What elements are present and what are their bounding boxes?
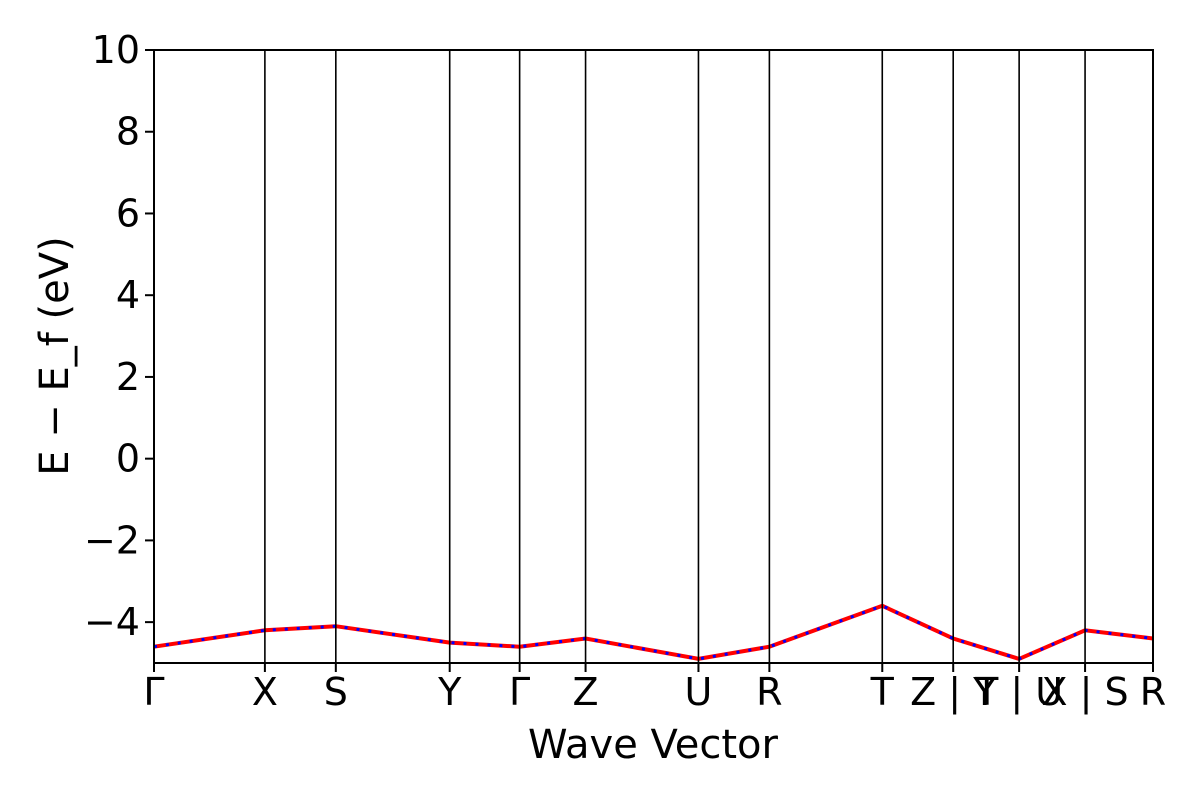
x-tick-label: R	[1140, 670, 1166, 714]
x-tick-label: S	[324, 670, 348, 714]
x-tick-label: T	[870, 670, 895, 714]
plot-frame	[153, 49, 1154, 664]
y-tick-label: 10	[92, 28, 140, 72]
x-tick-label: T | U	[974, 670, 1063, 715]
x-tick-label: Z	[573, 670, 599, 714]
y-axis-ticks: −4 −2 0 2 4 6 8 10	[84, 28, 154, 644]
y-tick-label: −2	[84, 518, 140, 562]
y-tick-label: −4	[84, 600, 140, 644]
y-tick-label: 4	[116, 273, 140, 317]
x-tick-label: Z | Y	[910, 670, 997, 715]
band-line	[153, 603, 1154, 662]
kpoint-dividers	[264, 50, 1086, 663]
x-tick-label: Γ	[509, 670, 530, 714]
y-axis-label: E − E_f (eV)	[32, 236, 78, 475]
y-tick-label: 6	[116, 191, 140, 235]
x-tick-label: X	[252, 670, 278, 714]
x-tick-label: R	[756, 670, 782, 714]
x-tick-label: U	[685, 670, 713, 714]
band-lines	[153, 603, 1154, 662]
x-axis-label: Wave Vector	[528, 722, 779, 768]
x-tick-label: X | S	[1042, 670, 1129, 715]
x-tick-label: Y	[437, 670, 462, 714]
y-tick-label: 8	[116, 110, 140, 154]
x-tick-label: Γ	[143, 670, 164, 714]
y-tick-label: 0	[116, 437, 140, 481]
y-tick-label: 2	[116, 355, 140, 399]
